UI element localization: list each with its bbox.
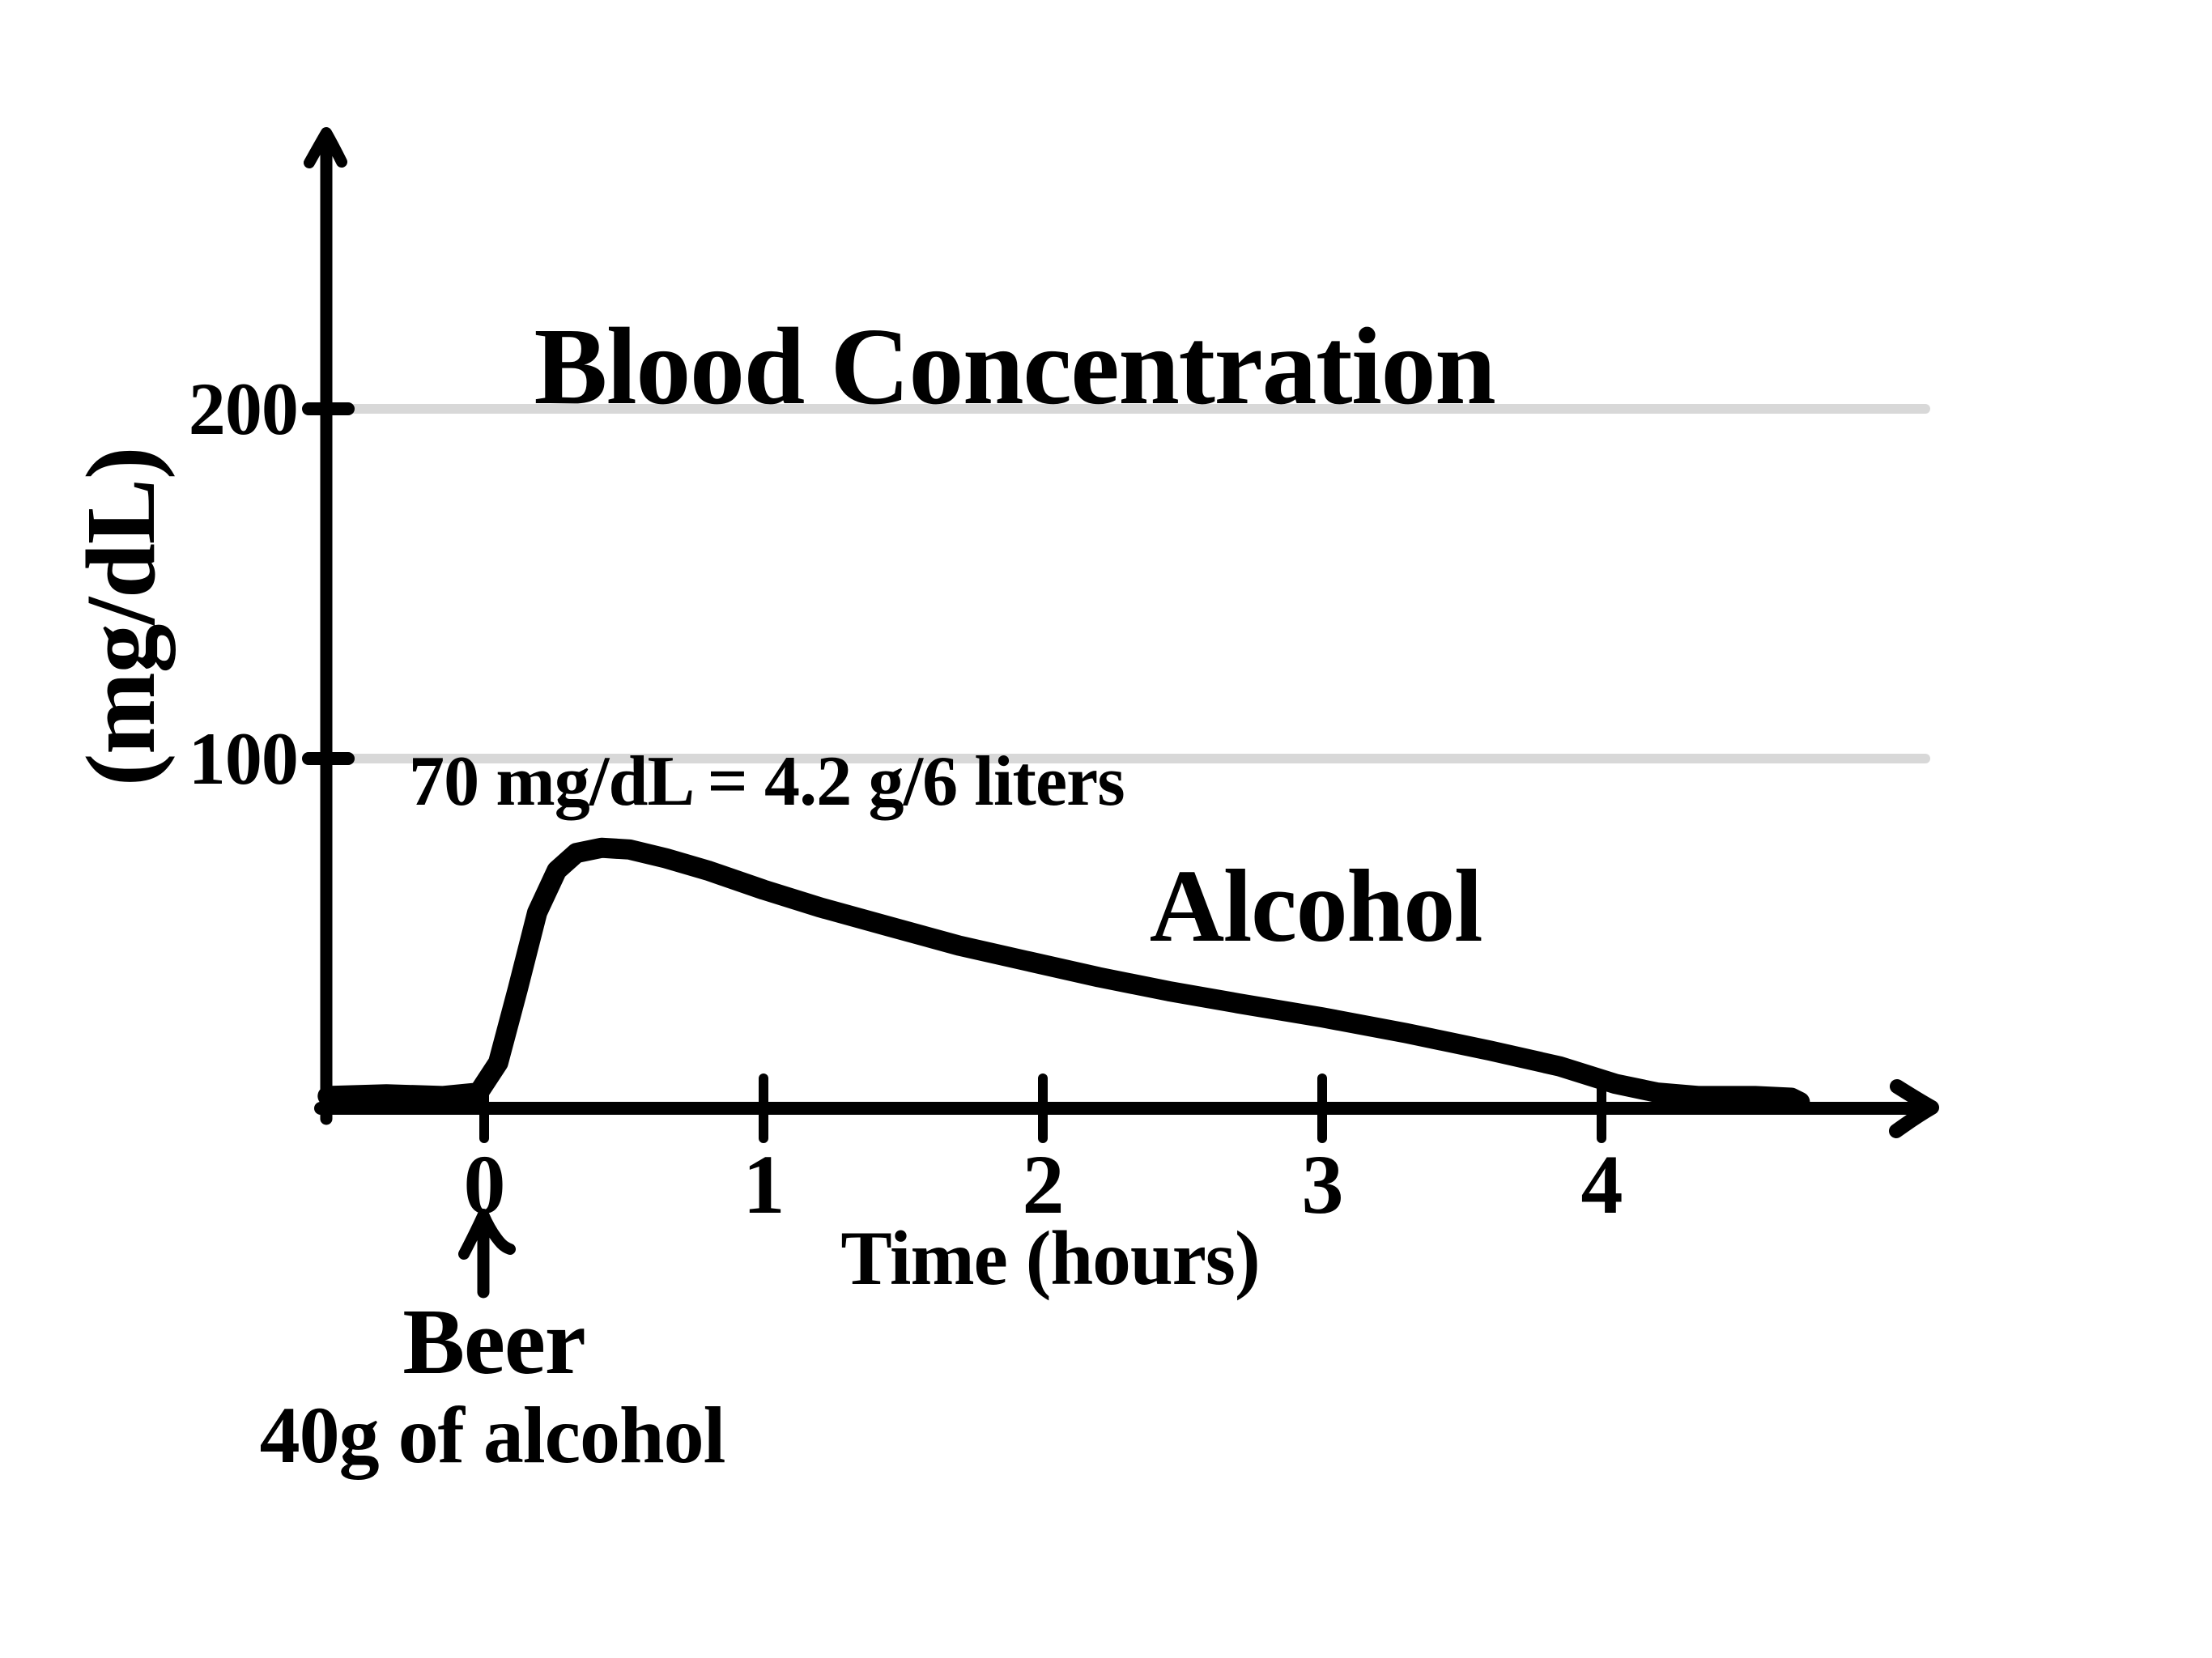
y-tick-label-200: 200: [188, 368, 299, 450]
x-tick-label-0: 0: [463, 1138, 506, 1231]
beer-up-arrow-icon: [458, 1209, 516, 1260]
x-axis-arrowhead-icon: [1889, 1079, 1939, 1138]
annotation-70mgdl: 70 mg/dL = 4.2 g/6 liters: [409, 742, 1125, 821]
y-tick-label-100: 100: [188, 717, 299, 800]
x-tick-label-4: 4: [1580, 1138, 1623, 1231]
chart-title: Blood Concentration: [534, 306, 1496, 427]
alcohol-curve: [317, 837, 1810, 1112]
x-tick-label-1: 1: [742, 1138, 785, 1231]
event-label-beer: Beer: [402, 1290, 585, 1393]
event-sublabel-40g: 40g of alcohol: [259, 1390, 726, 1480]
x-tick-label-3: 3: [1301, 1138, 1344, 1231]
y-axis-arrowhead-icon: [304, 127, 347, 168]
x-axis-label: Time (hours): [840, 1215, 1260, 1301]
series-label-alcohol: Alcohol: [1149, 848, 1483, 963]
gridlines-group: [324, 404, 1930, 763]
x-tick-label-2: 2: [1022, 1138, 1065, 1231]
